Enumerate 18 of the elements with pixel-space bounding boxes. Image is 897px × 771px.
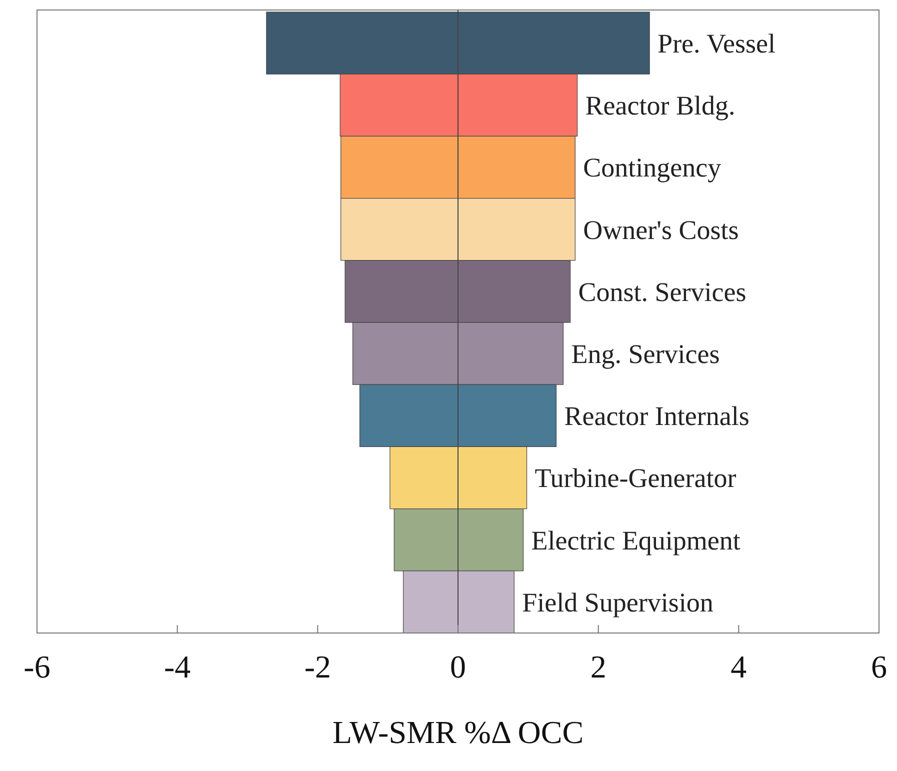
y-tick-label: Pre. Vessel bbox=[658, 28, 776, 58]
y-tick-label: Eng. Services bbox=[571, 339, 720, 369]
y-tick-label: Reactor Bldg. bbox=[585, 90, 736, 121]
x-tick-label: 0 bbox=[450, 648, 466, 685]
y-tick-label: Reactor Internals bbox=[564, 401, 750, 432]
y-tick-label: Const. Services bbox=[578, 276, 746, 307]
x-tick-label: 2 bbox=[590, 648, 606, 685]
x-tick-label: -4 bbox=[164, 648, 191, 685]
y-tick-label: Field Supervision bbox=[522, 587, 714, 618]
y-tick-label: Contingency bbox=[583, 152, 722, 183]
x-tick-label: 6 bbox=[871, 648, 887, 685]
x-tick-label: -6 bbox=[24, 648, 50, 685]
x-tick-label: -2 bbox=[304, 648, 331, 685]
y-tick-label: Owner's Costs bbox=[583, 214, 739, 245]
x-tick-label: 4 bbox=[730, 648, 747, 685]
y-tick-label: Electric Equipment bbox=[531, 525, 741, 556]
y-tick-label: Turbine-Generator bbox=[534, 463, 736, 494]
x-axis-title: LW-SMR %Δ OCC bbox=[332, 714, 584, 750]
